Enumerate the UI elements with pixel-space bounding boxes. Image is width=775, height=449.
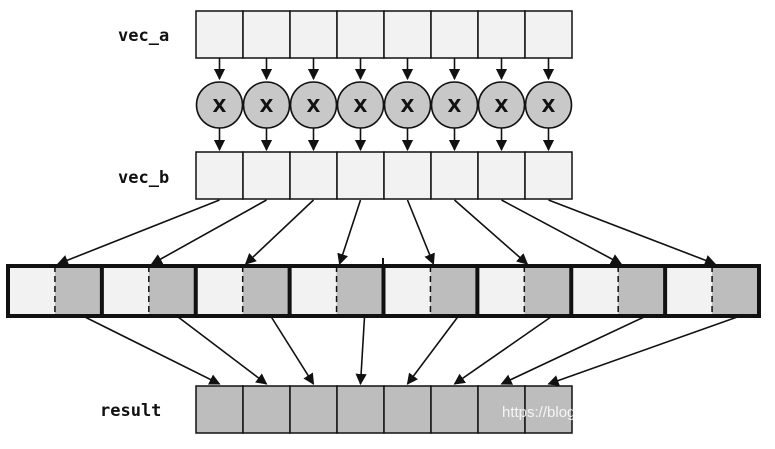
result-cell xyxy=(524,385,573,434)
arrow xyxy=(82,315,221,385)
wide-cell-dark xyxy=(430,266,478,316)
wide-cell-light xyxy=(101,266,149,316)
result-cell xyxy=(195,385,244,434)
vec-b-cell xyxy=(477,151,526,200)
vec-b-cell xyxy=(383,151,432,200)
vec-a-register xyxy=(195,10,573,59)
arrow xyxy=(453,199,529,265)
result-cell xyxy=(336,385,385,434)
wide-cell-light xyxy=(571,266,619,316)
arrow xyxy=(337,199,362,266)
multiply-node: X xyxy=(195,81,244,129)
wide-cell-dark xyxy=(242,266,290,316)
multiply-symbol: X xyxy=(307,96,321,117)
arrow xyxy=(355,315,367,386)
multiply-symbol: X xyxy=(448,96,462,117)
vec-a-cell xyxy=(336,10,385,59)
result-register xyxy=(195,385,573,434)
arrow xyxy=(176,315,268,385)
arrow xyxy=(406,199,435,266)
wide-cell-light xyxy=(477,266,525,316)
wide-cell-light xyxy=(289,266,337,316)
watermark: https://blog.csdn.net/just_sort xyxy=(502,404,698,421)
wide-register-pair xyxy=(287,266,384,316)
wide-cell-dark xyxy=(524,266,572,316)
wide-cell-dark xyxy=(148,266,196,316)
arrow xyxy=(547,315,741,386)
multiply-symbol: X xyxy=(401,96,415,117)
multiply-symbol: X xyxy=(542,96,556,117)
wide-register-pair xyxy=(569,266,666,316)
result-cell xyxy=(383,385,432,434)
wide-cell-light xyxy=(8,266,55,316)
arrow xyxy=(150,199,267,265)
wide-cell-light xyxy=(195,266,243,316)
wide-register-pair xyxy=(475,266,572,316)
multiply-node: X xyxy=(289,81,338,129)
vec-b-cell xyxy=(336,151,385,200)
arrow xyxy=(244,199,315,265)
wide-cell-dark xyxy=(618,266,666,316)
wide-register-pair xyxy=(663,266,759,316)
arrow xyxy=(453,315,553,385)
vec-b-to-wide-register-arrows xyxy=(56,199,717,266)
multiply-symbol: X xyxy=(354,96,368,117)
wide-register xyxy=(6,258,761,318)
wide-cell-dark xyxy=(712,266,759,316)
vec-b-register xyxy=(195,151,573,200)
arrow xyxy=(56,199,220,266)
vec-a-to-multiplier-arrows xyxy=(213,58,555,81)
multiply-node: X xyxy=(430,81,479,129)
wide-register-pair xyxy=(8,266,102,316)
vec-a-cell xyxy=(289,10,338,59)
vec-a-label: vec_a xyxy=(118,26,169,46)
arrow xyxy=(501,199,623,265)
multiply-symbol: X xyxy=(495,96,509,117)
vec-a-cell xyxy=(242,10,291,59)
vec-b-cell xyxy=(524,151,573,200)
multiplier-to-vec-b-arrows xyxy=(213,128,555,152)
wide-cell-light xyxy=(665,266,713,316)
multiply-node: X xyxy=(383,81,432,129)
wide-cell-dark xyxy=(54,266,102,316)
multiply-symbol: X xyxy=(213,96,227,117)
multiply-symbol: X xyxy=(260,96,274,117)
vec-a-cell xyxy=(477,10,526,59)
wide-cell-light xyxy=(383,266,431,316)
arrow xyxy=(500,315,647,385)
wide-register-pair xyxy=(99,266,196,316)
vec-a-cell xyxy=(383,10,432,59)
vec-b-cell xyxy=(195,151,244,200)
vec-b-cell xyxy=(242,151,291,200)
result-label: result xyxy=(100,401,161,421)
vec-a-cell xyxy=(195,10,244,59)
arrow xyxy=(548,199,717,266)
result-cell xyxy=(242,385,291,434)
arrow xyxy=(270,315,315,385)
vec-b-label: vec_b xyxy=(118,168,169,188)
result-cell xyxy=(430,385,479,434)
vec-a-cell xyxy=(430,10,479,59)
arrow xyxy=(406,315,460,385)
multiply-node: X xyxy=(242,81,291,129)
vec-b-cell xyxy=(289,151,338,200)
vec-a-cell xyxy=(524,10,573,59)
wide-cell-dark xyxy=(336,266,384,316)
wide-register-pair xyxy=(193,266,290,316)
multiply-node: X xyxy=(336,81,385,129)
wide-register-pair xyxy=(381,266,478,316)
multiply-node: X xyxy=(524,81,573,129)
vec-b-cell xyxy=(430,151,479,200)
wide-register-to-result-arrows xyxy=(82,315,741,386)
multiply-node: X xyxy=(477,81,526,129)
result-cell xyxy=(289,385,338,434)
